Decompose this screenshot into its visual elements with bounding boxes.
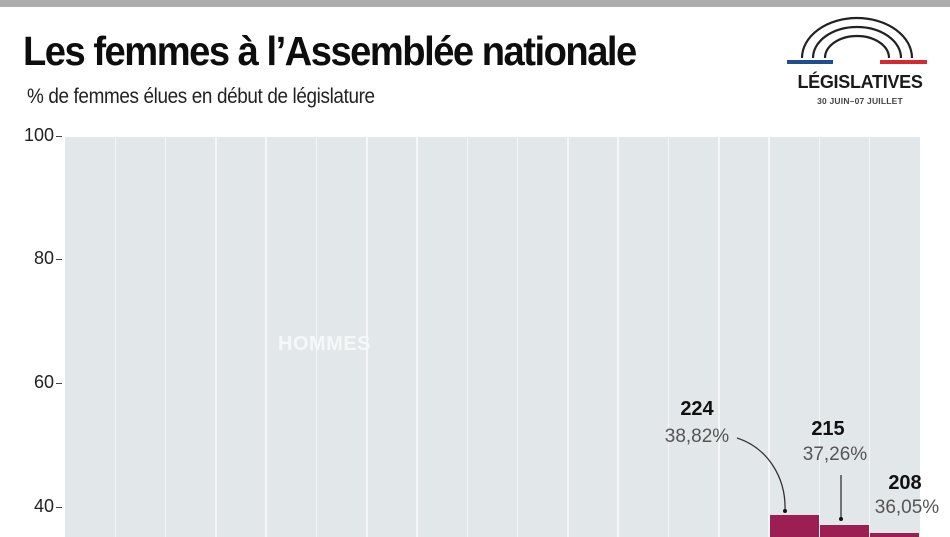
logo-dates: 30 JUIN–07 JUILLET — [817, 96, 903, 106]
women-bar — [820, 525, 869, 537]
logo-title: LÉGISLATIVES — [797, 72, 923, 92]
y-tick-80: 80 — [0, 248, 62, 269]
women-bar — [769, 515, 819, 537]
annotation-count-208: 208 — [888, 472, 922, 494]
women-bar — [870, 532, 920, 537]
legislatives-logo: LÉGISLATIVES 30 JUIN–07 JUILLET — [780, 10, 940, 110]
column-divider — [265, 137, 267, 537]
column-divider — [164, 137, 167, 537]
column-divider — [768, 137, 770, 537]
column-divider — [617, 137, 619, 537]
column-divider — [818, 137, 821, 537]
column-divider — [718, 137, 720, 537]
column-divider — [567, 137, 569, 537]
red-stripe — [880, 60, 927, 64]
annotation-percent-215: 37,26% — [802, 444, 868, 465]
annotation-percent-208: 36,05% — [874, 497, 940, 518]
plot-area — [65, 137, 920, 537]
y-tick-40: 40 — [0, 496, 62, 517]
column-divider — [466, 137, 469, 537]
blue-stripe — [787, 60, 833, 64]
arcs-icon — [787, 16, 927, 64]
column-divider — [366, 137, 368, 537]
top-bar — [0, 0, 950, 7]
column-divider — [315, 137, 318, 537]
annotation-percent-224: 38,82% — [664, 426, 730, 447]
column-divider — [215, 137, 217, 537]
annotation-count-215: 215 — [811, 418, 845, 440]
y-tick-60: 60 — [0, 372, 62, 393]
chart-title: Les femmes à l’Assemblée nationale — [23, 28, 637, 74]
column-divider — [868, 137, 871, 537]
chart-subtitle: % de femmes élues en début de législatur… — [27, 85, 375, 108]
annotation-count-224: 224 — [680, 398, 714, 420]
column-divider — [667, 137, 670, 537]
column-divider — [416, 137, 418, 537]
column-divider — [114, 137, 117, 537]
column-divider — [516, 137, 519, 537]
men-series-label: HOMMES — [278, 333, 371, 355]
y-tick-100: 100 — [0, 125, 62, 146]
